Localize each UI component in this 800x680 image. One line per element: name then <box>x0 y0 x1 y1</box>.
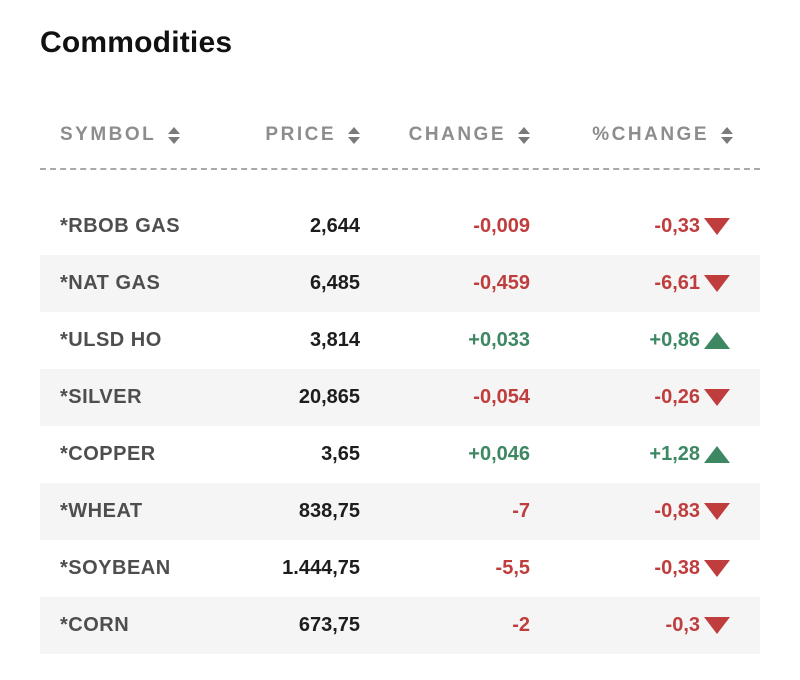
table-row[interactable]: *SILVER 20,865 -0,054 -0,26 <box>40 369 760 426</box>
commodities-widget: Commodities SYMBOL PRICE CHANGE %CHANGE … <box>40 26 760 654</box>
pct-change-cell: +1,28 <box>649 443 700 465</box>
change-cell: -5,5 <box>495 557 530 579</box>
table-row[interactable]: *CORN 673,75 -2 -0,3 <box>40 597 760 654</box>
pct-change-cell: -0,26 <box>654 386 700 408</box>
column-header-change-label: CHANGE <box>408 124 506 145</box>
table-row[interactable]: *WHEAT 838,75 -7 -0,83 <box>40 483 760 540</box>
column-header-price-label: PRICE <box>265 124 336 145</box>
symbol-cell: *SILVER <box>60 386 143 408</box>
symbol-cell: *ULSD HO <box>60 329 162 351</box>
column-header-pct-change-label: %CHANGE <box>592 124 709 145</box>
table-row[interactable]: *NAT GAS 6,485 -0,459 -6,61 <box>40 255 760 312</box>
triangle-down-icon <box>700 560 745 577</box>
column-header-symbol-label: SYMBOL <box>60 124 157 145</box>
pct-change-cell: -0,3 <box>665 614 700 636</box>
symbol-cell: *CORN <box>60 614 130 636</box>
column-header-symbol[interactable]: SYMBOL <box>40 124 230 146</box>
price-cell: 1.444,75 <box>282 557 360 579</box>
change-cell: +0,046 <box>468 443 530 465</box>
table-header-row: SYMBOL PRICE CHANGE %CHANGE <box>40 124 760 170</box>
column-header-price[interactable]: PRICE <box>230 124 360 146</box>
pct-change-cell: -0,33 <box>654 215 700 237</box>
symbol-cell: *RBOB GAS <box>60 215 181 237</box>
pct-change-cell: -0,83 <box>654 500 700 522</box>
price-cell: 3,814 <box>309 329 360 351</box>
price-cell: 838,75 <box>298 500 360 522</box>
sort-arrows-icon[interactable] <box>348 126 360 144</box>
table-body: *RBOB GAS 2,644 -0,009 -0,33 *NAT GAS 6,… <box>40 198 760 654</box>
price-cell: 6,485 <box>309 272 360 294</box>
triangle-up-icon <box>700 446 745 463</box>
column-header-pct-change[interactable]: %CHANGE <box>530 124 745 146</box>
pct-change-cell: -6,61 <box>654 272 700 294</box>
column-header-change[interactable]: CHANGE <box>360 124 530 146</box>
pct-change-cell: +0,86 <box>649 329 700 351</box>
sort-arrows-icon[interactable] <box>518 126 530 144</box>
table-row[interactable]: *SOYBEAN 1.444,75 -5,5 -0,38 <box>40 540 760 597</box>
symbol-cell: *NAT GAS <box>60 272 161 294</box>
sort-arrows-icon[interactable] <box>168 126 181 144</box>
triangle-down-icon <box>700 617 745 634</box>
price-cell: 20,865 <box>298 386 360 408</box>
change-cell: -0,054 <box>473 386 530 408</box>
symbol-cell: *SOYBEAN <box>60 557 171 579</box>
price-cell: 673,75 <box>298 614 360 636</box>
sort-arrows-icon[interactable] <box>721 126 733 144</box>
change-cell: -0,009 <box>473 215 530 237</box>
change-cell: -0,459 <box>473 272 530 294</box>
price-cell: 2,644 <box>309 215 360 237</box>
triangle-down-icon <box>700 389 745 406</box>
change-cell: -2 <box>512 614 530 636</box>
triangle-down-icon <box>700 275 745 292</box>
change-cell: +0,033 <box>468 329 530 351</box>
symbol-cell: *COPPER <box>60 443 156 465</box>
triangle-up-icon <box>700 332 745 349</box>
symbol-cell: *WHEAT <box>60 500 143 522</box>
pct-change-cell: -0,38 <box>654 557 700 579</box>
price-cell: 3,65 <box>321 443 360 465</box>
change-cell: -7 <box>512 500 530 522</box>
triangle-down-icon <box>700 218 745 235</box>
page-title: Commodities <box>40 26 233 59</box>
table-row[interactable]: *RBOB GAS 2,644 -0,009 -0,33 <box>40 198 760 255</box>
table-row[interactable]: *ULSD HO 3,814 +0,033 +0,86 <box>40 312 760 369</box>
table-row[interactable]: *COPPER 3,65 +0,046 +1,28 <box>40 426 760 483</box>
triangle-down-icon <box>700 503 745 520</box>
